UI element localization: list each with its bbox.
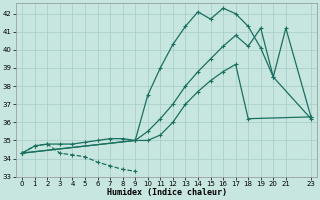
- X-axis label: Humidex (Indice chaleur): Humidex (Indice chaleur): [107, 188, 227, 197]
